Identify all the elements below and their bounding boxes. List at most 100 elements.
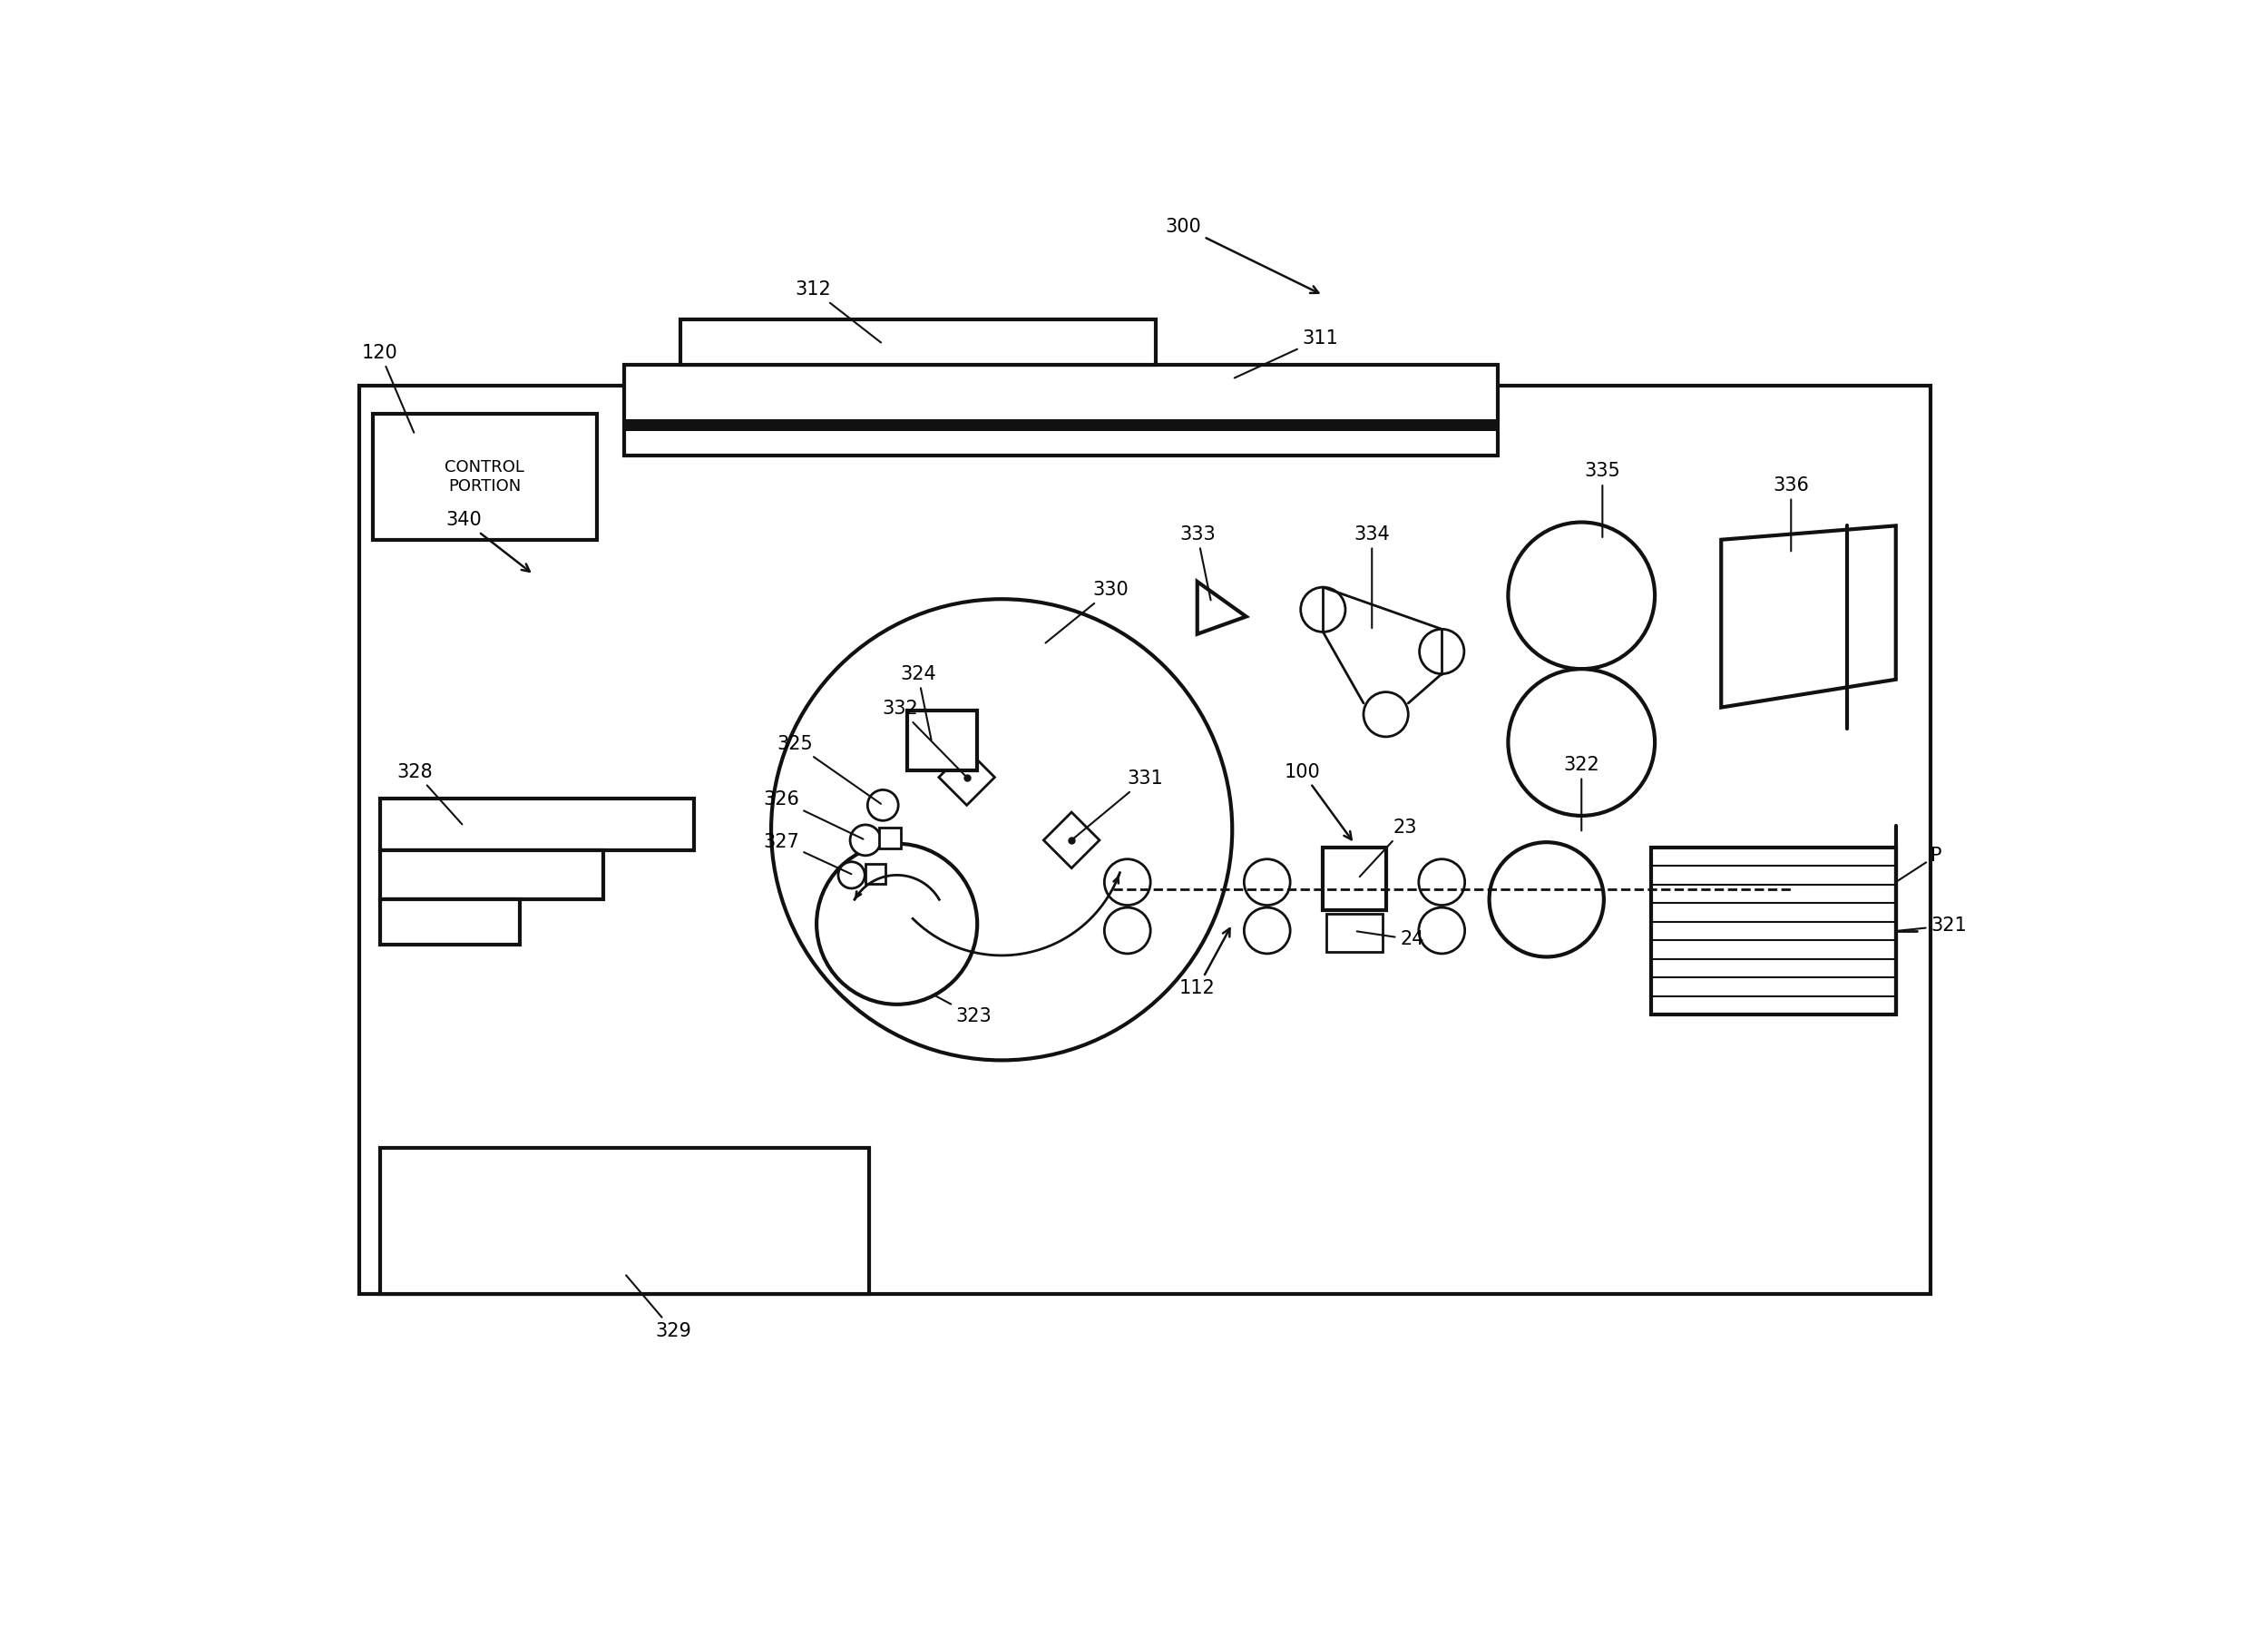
Bar (751, 1253, 862, 1287)
Circle shape (1420, 859, 1465, 905)
Circle shape (1508, 522, 1656, 669)
Text: 324: 324 (900, 665, 937, 740)
Text: 336: 336 (1774, 477, 1810, 552)
Circle shape (585, 1237, 615, 1267)
Circle shape (585, 1154, 615, 1184)
Circle shape (708, 1154, 737, 1184)
Text: 329: 329 (626, 1276, 692, 1341)
Bar (424, 1168, 454, 1253)
Circle shape (463, 1154, 492, 1184)
Bar (680, 319, 1154, 364)
Text: 334: 334 (1354, 526, 1390, 628)
Text: P: P (1898, 846, 1941, 880)
Bar (358, 386, 1930, 1295)
Bar (669, 1168, 699, 1253)
Bar (585, 1168, 615, 1253)
Circle shape (753, 1154, 782, 1184)
Bar (381, 900, 519, 945)
Bar (792, 1168, 821, 1253)
Text: 24: 24 (1356, 931, 1424, 949)
Bar (880, 828, 900, 849)
Circle shape (816, 844, 978, 1004)
Circle shape (386, 1154, 417, 1184)
Polygon shape (1198, 581, 1245, 635)
Circle shape (386, 1237, 417, 1267)
Bar (1322, 848, 1386, 909)
Polygon shape (1043, 812, 1100, 869)
Text: 333: 333 (1179, 526, 1216, 600)
Bar (830, 1168, 860, 1253)
Bar (386, 1168, 417, 1253)
Bar (1327, 913, 1383, 952)
Circle shape (631, 1154, 660, 1184)
Circle shape (508, 1237, 538, 1267)
Circle shape (792, 1154, 821, 1184)
Bar (631, 1168, 660, 1253)
Circle shape (708, 1237, 737, 1267)
Circle shape (631, 1237, 660, 1267)
Text: 335: 335 (1585, 462, 1619, 537)
Circle shape (669, 1154, 699, 1184)
Polygon shape (1721, 526, 1896, 708)
Circle shape (669, 1237, 699, 1267)
Circle shape (508, 1154, 538, 1184)
Bar (383, 1253, 494, 1287)
Bar (907, 711, 978, 770)
Text: 327: 327 (762, 833, 850, 874)
Text: 326: 326 (762, 791, 864, 840)
Text: 325: 325 (778, 735, 880, 804)
Circle shape (839, 862, 864, 888)
Circle shape (830, 1154, 860, 1184)
Bar (866, 864, 885, 883)
Circle shape (547, 1237, 576, 1267)
Circle shape (830, 1237, 860, 1267)
Text: 321: 321 (1898, 916, 1966, 934)
Circle shape (753, 1237, 782, 1267)
Bar (506, 1253, 617, 1287)
Circle shape (1420, 630, 1465, 674)
Circle shape (463, 1237, 492, 1267)
Circle shape (424, 1154, 454, 1184)
Text: 23: 23 (1359, 818, 1418, 877)
Text: 100: 100 (1284, 763, 1352, 840)
Text: 312: 312 (796, 280, 880, 343)
Text: 323: 323 (934, 996, 991, 1025)
Bar (372, 413, 596, 540)
Circle shape (1420, 908, 1465, 953)
Circle shape (1363, 691, 1408, 737)
Circle shape (1508, 669, 1656, 815)
Text: 300: 300 (1166, 218, 1318, 293)
Text: 328: 328 (397, 763, 463, 825)
Text: 340: 340 (447, 511, 531, 571)
Bar (624, 364, 1497, 456)
Text: 311: 311 (1234, 330, 1338, 377)
Text: 332: 332 (882, 700, 964, 776)
Circle shape (1105, 908, 1150, 953)
Circle shape (1105, 859, 1150, 905)
Circle shape (792, 1237, 821, 1267)
Circle shape (771, 599, 1232, 1061)
Circle shape (1245, 859, 1290, 905)
Text: 331: 331 (1073, 770, 1163, 838)
Circle shape (1300, 587, 1345, 631)
Bar (624, 418, 1497, 431)
Bar (463, 1168, 492, 1253)
Text: 112: 112 (1179, 929, 1229, 997)
Bar (628, 1253, 739, 1287)
Circle shape (547, 1154, 576, 1184)
Bar (381, 799, 694, 851)
Circle shape (1245, 908, 1290, 953)
Bar (708, 1168, 737, 1253)
Circle shape (850, 825, 880, 856)
Bar (547, 1168, 576, 1253)
Text: 322: 322 (1563, 757, 1599, 831)
Text: 330: 330 (1046, 581, 1129, 643)
Circle shape (424, 1237, 454, 1267)
Bar (753, 1168, 782, 1253)
Text: CONTROL
PORTION: CONTROL PORTION (445, 459, 524, 495)
Circle shape (1490, 843, 1603, 957)
Text: 120: 120 (363, 343, 415, 433)
Bar (381, 851, 603, 900)
Circle shape (869, 789, 898, 820)
Bar (381, 1147, 869, 1295)
